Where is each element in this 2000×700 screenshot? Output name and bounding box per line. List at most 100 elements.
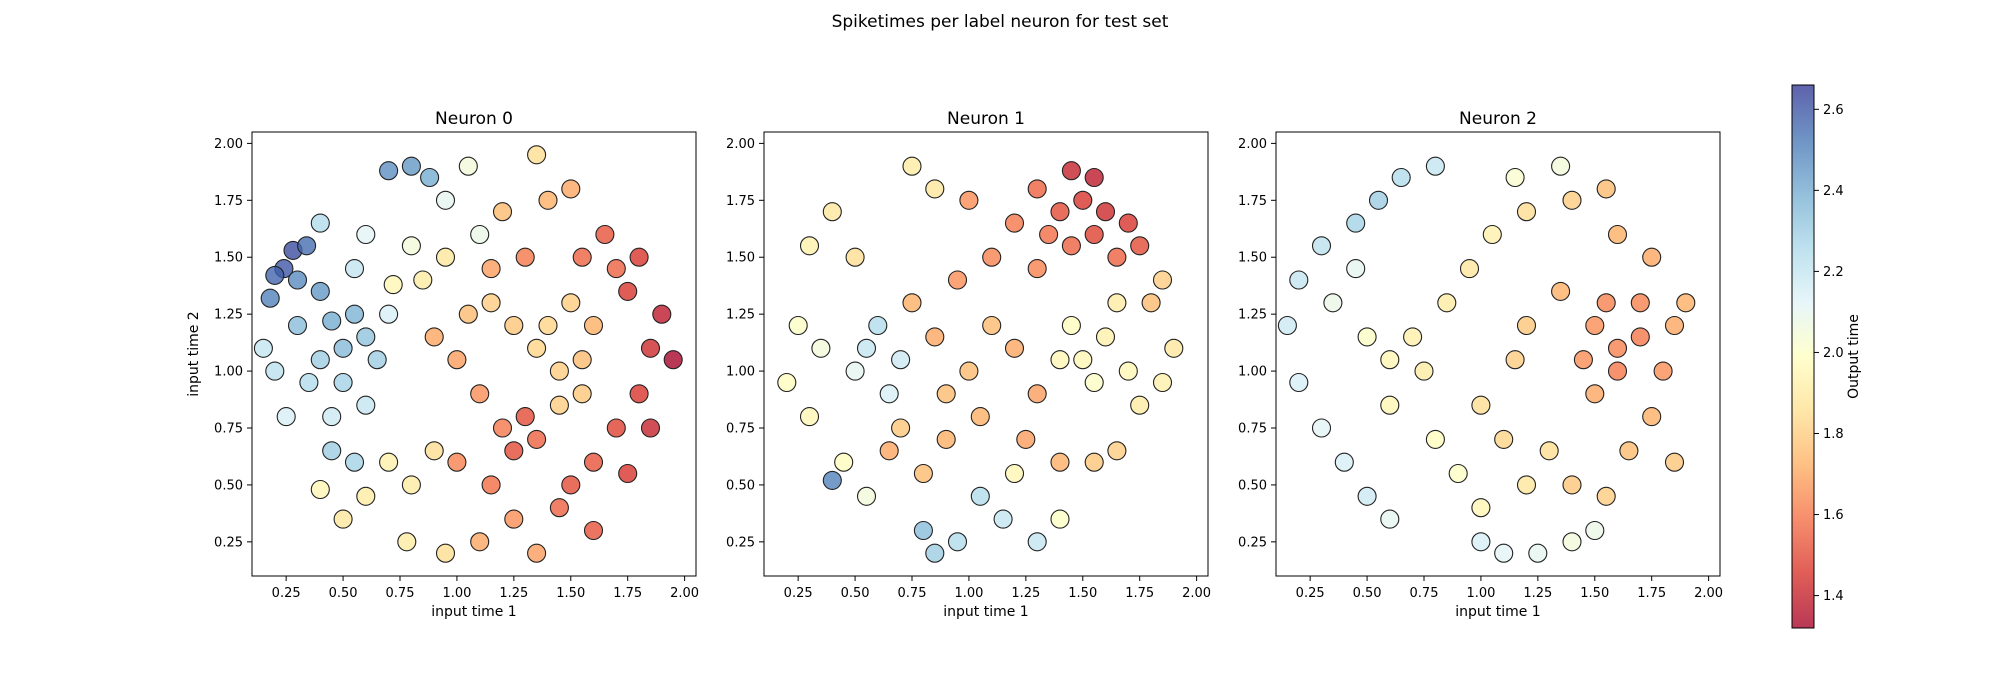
scatter-point [356, 486, 376, 506]
scatter-point [1596, 293, 1616, 313]
colorbar-label: Output time [1846, 314, 1862, 399]
x-tick-label: 1.75 [1125, 586, 1154, 601]
scatter-point [1642, 247, 1662, 267]
scatter-point [447, 350, 467, 370]
scatter-point [891, 350, 911, 370]
scatter-point [1346, 213, 1366, 233]
scatter-point [822, 470, 842, 490]
scatter-point [447, 452, 467, 472]
scatter-point [640, 338, 661, 358]
scatter-point [527, 145, 547, 165]
y-tick-label: 0.50 [1238, 478, 1267, 493]
scatter-point [1551, 281, 1571, 301]
scatter-point [629, 247, 649, 267]
scatter-point [1596, 486, 1616, 506]
x-tick-label: 0.75 [1410, 586, 1439, 601]
scatter-point [1357, 486, 1377, 506]
scatter-point [913, 463, 933, 484]
x-tick-label: 0.25 [1296, 586, 1325, 601]
panel-title-neuron-0: Neuron 0 [435, 109, 513, 129]
scatter-point [481, 259, 501, 279]
scatter-point [265, 265, 285, 285]
scatter-point [549, 498, 569, 518]
scatter-point [322, 407, 342, 427]
scatter-point [1323, 293, 1343, 313]
panel-neuron-1: Neuron 1 input time 1 0.25 0.50 0.75 1.00 1.… [726, 109, 1211, 620]
y-tick-label: 1.25 [1238, 308, 1267, 323]
panel-neuron-2: Neuron 2 input time 1 0.25 0.50 0.75 1.00 1.… [1238, 109, 1723, 620]
scatter-point [845, 361, 865, 381]
scatter-point [856, 486, 877, 506]
scatter-point [1152, 270, 1173, 290]
scatter-point [333, 338, 353, 358]
scatter-point [1061, 161, 1081, 181]
x-tick-label: 0.75 [386, 586, 415, 601]
colorbar-tick-label: 2.0 [1823, 346, 1844, 361]
figure-suptitle: Spiketimes per label neuron for test set [832, 12, 1169, 32]
scatter-point [1380, 509, 1400, 529]
scatter-point [1471, 498, 1491, 518]
scatter-point [595, 224, 615, 245]
panel-neuron-0: Neuron 0 input time 1 input time 2 0.25 0… [186, 109, 699, 620]
x-tick-label: 2.00 [1182, 586, 1211, 601]
y-tick-label: 1.75 [726, 194, 755, 209]
scatter-point [1664, 315, 1685, 336]
scatter-point [322, 441, 342, 461]
scatter-point [1073, 350, 1093, 370]
scatter-point [970, 407, 990, 427]
scatter-point [297, 236, 317, 256]
scatter-point [287, 315, 308, 336]
y-tick-label: 0.75 [1238, 422, 1267, 437]
scatter-point [1084, 452, 1104, 472]
scatter-point [356, 224, 376, 245]
scatter-point [606, 418, 626, 438]
y-tick-label: 1.00 [1238, 365, 1267, 380]
scatter-point [1619, 441, 1639, 461]
scatter-point [925, 543, 945, 563]
scatter-point [1585, 384, 1605, 404]
scatter-point [470, 384, 490, 404]
scatter-point [1289, 372, 1309, 393]
scatter-point [435, 543, 456, 563]
x-tick-label: 1.75 [613, 586, 642, 601]
scatter-point [606, 259, 626, 279]
scatter-point [1380, 350, 1400, 370]
scatter-point [458, 304, 478, 324]
scatter-point [799, 236, 820, 256]
scatter-point [834, 452, 854, 472]
scatter-point [549, 395, 569, 415]
scatter-point [936, 429, 956, 449]
scatter-point [1004, 463, 1025, 484]
scatter-point [276, 407, 296, 427]
scatter-point [549, 361, 569, 381]
scatter-point [515, 407, 535, 427]
scatter-point [1573, 350, 1593, 370]
scatter-point [1391, 167, 1411, 188]
x-tick-label: 1.00 [1466, 586, 1495, 601]
scatter-point [663, 350, 683, 370]
scatter-point [618, 281, 638, 301]
scatter-point [1107, 441, 1127, 461]
scatter-point [310, 479, 330, 500]
scatter-point [1050, 202, 1070, 222]
x-axis-label-neuron-2: input time 1 [1455, 604, 1540, 620]
scatter-point [652, 304, 672, 324]
scatter-point [561, 293, 581, 313]
scatter-point [583, 452, 604, 472]
colorbar: Output time 1.4 1.6 1.8 2.0 2.2 2.4 2.6 [1791, 84, 1862, 629]
colorbar-tick-label: 1.8 [1823, 427, 1844, 442]
scatter-point [265, 361, 285, 381]
scatter-point [1084, 224, 1104, 245]
x-tick-label: 2.00 [1694, 586, 1723, 601]
plot-frame [1275, 131, 1721, 577]
scatter-point [1368, 190, 1389, 210]
scatter-point [1107, 293, 1127, 313]
scatter-point [902, 293, 922, 313]
scatter-points-neuron-0 [253, 145, 683, 563]
scatter-point [1607, 224, 1628, 245]
panel-title-neuron-1: Neuron 1 [947, 109, 1025, 129]
scatter-point [401, 236, 421, 256]
scatter-point [1084, 167, 1104, 188]
scatter-point [356, 327, 376, 347]
scatter-point [1141, 293, 1161, 313]
